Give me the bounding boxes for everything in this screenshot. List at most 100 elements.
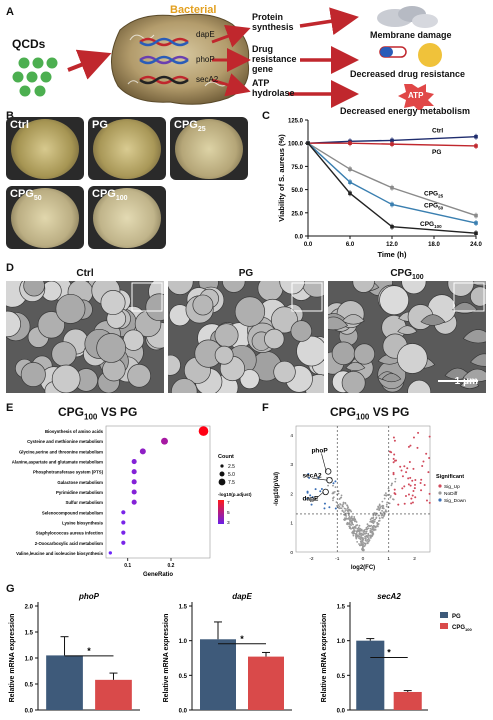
sig-up-point <box>425 499 428 502</box>
sig-down-point <box>314 488 317 491</box>
sig-up-point <box>401 475 404 478</box>
nodiff-point <box>350 516 353 519</box>
nodiff-point <box>364 543 367 546</box>
sig-up-point <box>394 493 397 496</box>
nodiff-point <box>394 477 397 480</box>
pathway-label: Pyrimidine metabolism <box>56 490 103 495</box>
schematic-panel-a <box>12 6 442 110</box>
nodiff-point <box>390 484 393 487</box>
decreased-energy-label: Decreased energy metabolism <box>340 106 471 116</box>
gene-pointer <box>321 453 327 472</box>
x-tick-label: 24.0 <box>470 242 482 248</box>
plate-label-cpg50: CPG50 <box>10 188 42 203</box>
expression-bar <box>393 691 422 710</box>
bacterial-cell <box>55 293 86 324</box>
nodiff-point <box>365 530 368 533</box>
expression-bar <box>248 656 284 710</box>
pathway-label: Phosphotransferase system (PTS) <box>33 470 104 475</box>
nodiff-point <box>346 504 349 507</box>
count-legend-dot <box>220 464 224 468</box>
nodiff-point <box>337 490 340 493</box>
nodiff-point <box>374 518 377 521</box>
gene-phop-label: phoP <box>196 55 215 64</box>
bacterial-cell <box>470 286 486 307</box>
nodiff-point <box>371 532 374 534</box>
nodiff-point <box>369 518 372 521</box>
nodiff-point <box>385 503 388 506</box>
x-tick-label: -1 <box>335 556 340 562</box>
pathway-label: Staphylococcus aureus infection <box>36 531 104 536</box>
nodiff-point <box>356 527 359 530</box>
y-tick-label: 50.0 <box>291 188 303 194</box>
legend-label: NoDiff <box>444 491 458 497</box>
panel-e-title: CPG100 VS PG <box>58 405 138 422</box>
nodiff-point <box>348 519 351 522</box>
nodiff-point <box>355 524 358 527</box>
bacterial-cell <box>145 293 164 322</box>
nodiff-point <box>332 497 334 500</box>
nodiff-point <box>348 522 351 524</box>
nodiff-point <box>361 543 364 545</box>
gene-marker <box>322 488 329 496</box>
data-point <box>348 141 352 145</box>
sig-up-point <box>405 471 408 474</box>
nodiff-point <box>339 503 341 505</box>
y-tick-label: 3 <box>290 462 293 468</box>
nodiff-point <box>343 511 345 514</box>
panel-label-c: C <box>262 110 270 122</box>
panel-label-e: E <box>6 402 14 414</box>
nodiff-point <box>377 505 380 508</box>
nodiff-point <box>341 505 344 508</box>
protein-synthesis-label: Protein synthesis <box>252 12 294 32</box>
sig-up-point <box>399 465 402 468</box>
x-axis-label: log2(FC) <box>351 565 375 571</box>
nodiff-point <box>376 523 379 526</box>
color-legend-title: -log10(p.adjust) <box>218 492 252 497</box>
nodiff-point <box>373 520 376 523</box>
nodiff-point <box>367 534 370 537</box>
nodiff-point <box>388 502 391 505</box>
color-legend-bar <box>218 500 224 524</box>
nodiff-point <box>367 540 370 543</box>
nodiff-point <box>381 500 384 503</box>
nodiff-point <box>369 527 372 530</box>
sig-up-point <box>388 450 391 453</box>
series-label: Ctrl <box>432 128 443 135</box>
data-point <box>348 191 352 196</box>
pathway-label: Lysine biosynthesis <box>62 520 104 525</box>
drug-resistance-gene-label: Drug resistance gene <box>252 44 297 74</box>
pathway-label: Alanine,aspartate and glutamate metaboli… <box>12 460 103 465</box>
volcano-plot: -2 -1 0 1 2 0 1 2 3 4 log2(FC) -log10(pVal) phoP secA… <box>274 425 466 571</box>
sig-up-point <box>392 473 395 476</box>
nodiff-point <box>378 517 381 519</box>
membrane-damage-icon <box>377 6 438 28</box>
sig-up-point <box>412 489 415 492</box>
gene-title: phoP <box>78 592 100 601</box>
nodiff-point <box>372 516 375 519</box>
sig-down-point <box>311 496 314 499</box>
data-point <box>348 180 352 184</box>
nodiff-point <box>373 525 376 528</box>
series-line <box>307 142 477 234</box>
nodiff-point <box>382 505 385 507</box>
inset-box <box>453 282 485 312</box>
x-tick-label: 18.0 <box>428 242 440 248</box>
sig-up-point <box>407 477 410 480</box>
sig-up-point <box>408 461 411 464</box>
y-axis-label: Viability of S. aureus (%) <box>277 134 286 222</box>
damaged-cell <box>342 314 365 325</box>
panel-label-g: G <box>6 583 15 595</box>
sig-up-point <box>417 431 420 434</box>
data-point <box>306 141 310 145</box>
enrichment-dot <box>121 530 126 535</box>
arrow-qcd-to-bacteria <box>67 49 112 80</box>
count-legend-dot <box>219 471 225 477</box>
bacterial-cell <box>331 341 356 366</box>
y-tick-label: 2 <box>290 491 293 497</box>
series-label: CPG50 <box>424 203 444 211</box>
nodiff-point <box>344 508 347 510</box>
nodiff-point <box>343 518 345 521</box>
nodiff-point <box>382 515 385 518</box>
bacterial-cell <box>23 281 45 297</box>
nodiff-point <box>371 527 374 529</box>
